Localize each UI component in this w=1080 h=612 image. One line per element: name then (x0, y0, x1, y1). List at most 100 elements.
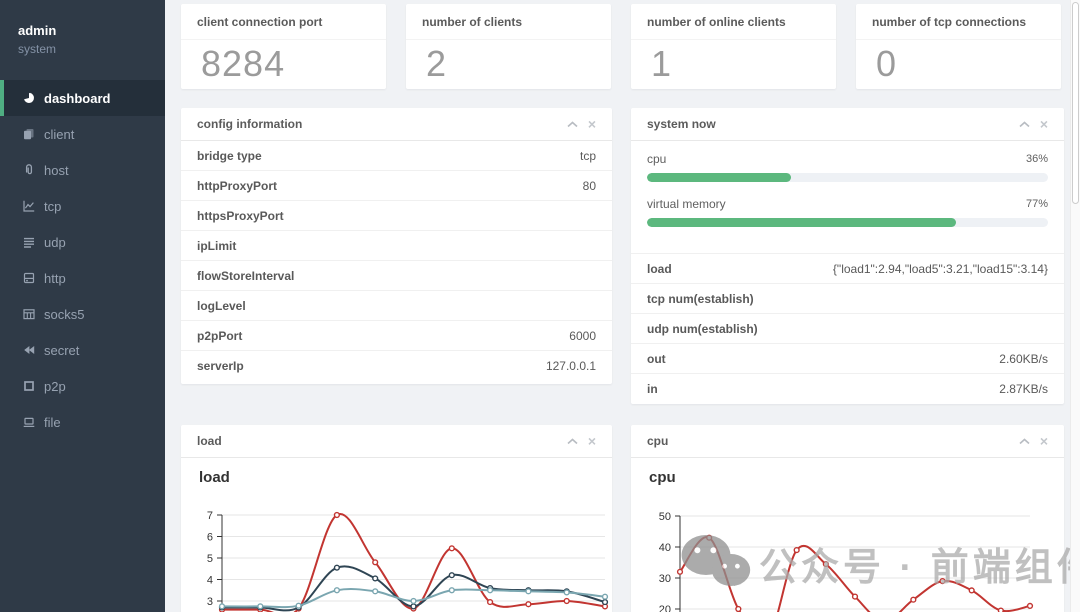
system-value: {"load1":2.94,"load5":3.21,"load15":3.14… (832, 261, 1048, 276)
panel-title: cpu (647, 434, 669, 448)
stat-card-clients: number of clients 2 (406, 4, 611, 89)
username: admin (18, 23, 57, 38)
panel-header: config information × (181, 108, 612, 141)
http-icon (23, 272, 35, 284)
stat-card-title: number of online clients (631, 4, 836, 40)
virtual-memory-gauge: virtual memory 77% (647, 196, 1048, 227)
svg-text:50: 50 (659, 511, 671, 523)
sidebar-item-label: secret (44, 342, 80, 358)
sidebar-item-dashboard[interactable]: dashboard (0, 80, 165, 116)
stat-card-value: 8284 (201, 43, 286, 84)
sidebar-item-client[interactable]: client (0, 116, 165, 152)
chevron-up-icon[interactable] (1019, 120, 1030, 128)
svg-text:20: 20 (659, 604, 671, 612)
sidebar-item-host[interactable]: host (0, 152, 165, 188)
config-key: serverIp (197, 359, 244, 373)
system-key: load (647, 261, 672, 276)
system-gauges: cpu 36% virtual memory 77% (631, 141, 1064, 253)
chevron-up-icon[interactable] (567, 120, 578, 128)
config-value: tcp (579, 148, 596, 163)
config-information-panel: config information × bridge type tcp http… (181, 108, 612, 384)
stat-card-title: number of clients (406, 4, 611, 40)
sidebar-item-tcp[interactable]: tcp (0, 188, 165, 224)
sidebar-item-label: http (44, 270, 66, 286)
sidebar-item-label: dashboard (44, 90, 111, 106)
file-icon (23, 416, 35, 428)
sidebar-item-http[interactable]: http (0, 260, 165, 296)
svg-text:7: 7 (207, 510, 213, 522)
progress-bar-track (647, 218, 1048, 227)
cpu-chart-panel: cpu × cpu 5040302010 (631, 425, 1080, 612)
progress-bar-fill (647, 173, 792, 182)
host-icon (23, 164, 35, 176)
panel-tools: × (567, 434, 596, 448)
gauge-label: cpu (647, 151, 667, 166)
panel-title: system now (647, 117, 716, 131)
chart-title: load (199, 469, 230, 486)
sidebar: admin system dashboard client host (0, 0, 165, 612)
stat-card-value: 2 (426, 43, 448, 84)
config-key: ipLimit (197, 238, 237, 253)
close-icon[interactable]: × (587, 433, 596, 449)
svg-text:5: 5 (207, 553, 213, 565)
sidebar-item-secret[interactable]: secret (0, 332, 165, 368)
secret-icon (23, 344, 35, 356)
panel-title: config information (197, 117, 303, 131)
system-now-panel: system now × cpu 36% virtual memory (631, 108, 1064, 404)
panel-header: cpu × (631, 425, 1064, 458)
config-key: httpsProxyPort (197, 208, 284, 223)
config-value: 80 (582, 178, 596, 193)
gauge-label: virtual memory (647, 196, 726, 211)
sidebar-item-socks5[interactable]: socks5 (0, 296, 165, 332)
system-row: udp num(establish) (631, 314, 1064, 344)
system-key: udp num(establish) (647, 321, 758, 336)
close-icon[interactable]: × (587, 116, 596, 132)
config-value: 127.0.0.1 (545, 359, 596, 373)
udp-icon (23, 236, 35, 248)
stat-card-title: client connection port (181, 4, 386, 40)
sidebar-item-p2p[interactable]: p2p (0, 368, 165, 404)
panel-tools: × (567, 117, 596, 131)
socks5-icon (23, 308, 35, 320)
sidebar-item-label: host (44, 162, 69, 178)
sidebar-item-label: socks5 (44, 306, 85, 322)
stat-card-online-clients: number of online clients 1 (631, 4, 836, 89)
config-key: p2pPort (197, 328, 243, 343)
config-key: bridge type (197, 148, 262, 163)
system-row: load {"load1":2.94,"load5":3.21,"load15":… (631, 254, 1064, 284)
system-row: out 2.60KB/s (631, 344, 1064, 374)
close-icon[interactable]: × (1039, 433, 1048, 449)
svg-text:3: 3 (207, 596, 213, 608)
client-icon (23, 128, 35, 140)
sidebar-item-label: tcp (44, 198, 62, 214)
chevron-up-icon[interactable] (567, 437, 578, 445)
sidebar-item-udp[interactable]: udp (0, 224, 165, 260)
stat-card-connection-port: client connection port 8284 (181, 4, 386, 89)
close-icon[interactable]: × (1039, 116, 1048, 132)
scrollbar-thumb[interactable] (1072, 2, 1079, 204)
sidebar-item-label: file (44, 414, 61, 430)
cpu-gauge: cpu 36% (647, 151, 1048, 182)
system-rows: load {"load1":2.94,"load5":3.21,"load15":… (631, 253, 1064, 404)
chart-title: cpu (649, 469, 676, 486)
p2p-icon (23, 380, 35, 392)
system-value: 2.87KB/s (999, 382, 1048, 396)
config-row: httpsProxyPort (181, 201, 612, 231)
svg-text:30: 30 (659, 573, 671, 585)
system-key: in (647, 382, 658, 396)
svg-text:6: 6 (207, 532, 213, 544)
chevron-up-icon[interactable] (1019, 437, 1030, 445)
scrollbar-track[interactable] (1070, 0, 1080, 612)
config-row: serverIp 127.0.0.1 (181, 351, 612, 381)
svg-text:4: 4 (207, 575, 213, 587)
sidebar-item-file[interactable]: file (0, 404, 165, 440)
panel-title: load (197, 434, 222, 448)
system-row: tcp num(establish) (631, 284, 1064, 314)
panel-tools: × (1019, 117, 1048, 131)
config-row: p2pPort 6000 (181, 321, 612, 351)
tcp-icon (23, 200, 35, 212)
config-key: logLevel (197, 298, 246, 313)
system-key: tcp num(establish) (647, 291, 754, 306)
user-role: system (18, 42, 57, 56)
